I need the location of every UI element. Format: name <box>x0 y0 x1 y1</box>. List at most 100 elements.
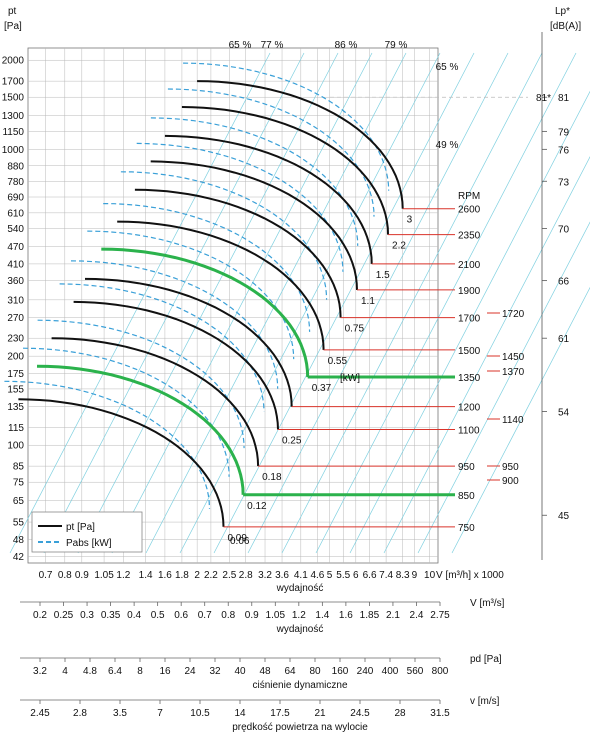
y-tick-label: 85 <box>13 462 25 473</box>
efficiency-label: 65 % <box>229 40 252 51</box>
rpm-label: 1350 <box>458 373 481 384</box>
efficiency-line <box>349 90 590 554</box>
pabs-curve <box>136 142 344 272</box>
pt-curve <box>134 188 342 318</box>
efficiency-line <box>417 221 590 554</box>
secondary-tick-label: 560 <box>407 666 424 677</box>
pabs-curve <box>87 230 295 360</box>
efficiency-line <box>451 286 590 554</box>
y-axis-unit: [Pa] <box>4 21 22 32</box>
secondary-tick-label: 32 <box>209 666 221 677</box>
kw-label: 3 <box>407 215 413 226</box>
y-tick-label: 230 <box>7 334 24 345</box>
secondary-tick-label: 160 <box>332 666 349 677</box>
secondary-tick-label: 1.05 <box>266 610 286 621</box>
rpm-label: 2350 <box>458 231 481 242</box>
kw-label: 1.5 <box>376 270 390 281</box>
x-tick-label: 0.7 <box>39 570 53 581</box>
lp-tick-label: 73 <box>558 177 570 188</box>
x-tick-label: 1.4 <box>139 570 153 581</box>
pabs-curves <box>4 62 390 509</box>
secondary-unit: V [m³/s] <box>470 598 505 609</box>
secondary-tick-label: 2.1 <box>386 610 400 621</box>
secondary-tick-label: 800 <box>432 666 449 677</box>
secondary-tick-label: 10.5 <box>190 708 210 719</box>
secondary-tick-label: 240 <box>357 666 374 677</box>
y-tick-label: 1300 <box>2 111 25 122</box>
x-axis-label: wydajność <box>276 583 324 594</box>
y-tick-label: 75 <box>13 478 25 489</box>
secondary-unit: v [m/s] <box>470 696 500 707</box>
efficiency-line <box>281 52 543 554</box>
efficiency-line <box>9 52 271 554</box>
x-tick-label: 2.8 <box>239 570 253 581</box>
pt-curve <box>197 80 404 209</box>
pt-curve <box>117 220 325 350</box>
efficiency-label: 79 % <box>385 40 408 51</box>
legend-label: Pabs [kW] <box>66 538 112 549</box>
kw-label: 1.1 <box>361 296 375 307</box>
secondary-tick-label: 0.9 <box>245 610 259 621</box>
kw-label: 0.06 <box>230 536 250 547</box>
x-tick-label: 6 <box>353 570 359 581</box>
secondary-tick-label: 6.4 <box>108 666 122 677</box>
lp-tick-label: 45 <box>558 511 570 522</box>
secondary-tick-label: 4.8 <box>83 666 97 677</box>
efficiency-label: 77 % <box>261 40 284 51</box>
lp-tick-label: 79 <box>558 127 570 138</box>
y-tick-label: 360 <box>7 276 24 287</box>
lp-tick-label: 66 <box>558 277 570 288</box>
secondary-tick-label: 16 <box>159 666 171 677</box>
secondary-tick-label: 0.2 <box>33 610 47 621</box>
rpm-label: 1100 <box>458 426 480 437</box>
y-tick-label: 1000 <box>2 145 25 156</box>
y-tick-label: 410 <box>7 259 24 270</box>
secondary-tick-label: 2.4 <box>410 610 424 621</box>
x-tick-label: 1.05 <box>94 570 114 581</box>
lp-tick-label: 61 <box>558 334 570 345</box>
secondary-tick-label: 1.85 <box>360 610 380 621</box>
labels: 65 % 77 % 86 % 79 % 65 % 49 % 2600 3 2350 2.2 2100… <box>31 40 525 553</box>
legend-box <box>31 511 143 553</box>
secondary-tick-label: 8 <box>137 666 143 677</box>
x-axis-unit: V [m³/h] x 1000 <box>436 570 504 581</box>
lp-axis-label: Lp* <box>555 6 570 17</box>
y-tick-label: 1500 <box>2 93 25 104</box>
secondary-tick-label: 2.75 <box>430 610 450 621</box>
x-tick-label: 3.2 <box>258 570 272 581</box>
axes: 4248556575851001151351551752002302703103… <box>2 6 582 733</box>
y-tick-label: 100 <box>7 441 24 452</box>
pt-curves <box>18 80 404 527</box>
secondary-tick-label: 0.5 <box>151 610 165 621</box>
secondary-tick-label: 1.6 <box>339 610 353 621</box>
secondary-tick-label: 0.35 <box>101 610 121 621</box>
y-tick-label: 2000 <box>2 56 25 67</box>
kw-label: 0.25 <box>282 436 302 447</box>
secondary-tick-label: 64 <box>284 666 296 677</box>
x-tick-label: 4.1 <box>294 570 308 581</box>
x-tick-label: 10 <box>424 570 436 581</box>
efficiency-line <box>145 52 407 554</box>
y-tick-label: 65 <box>13 496 25 507</box>
y-tick-label: 880 <box>7 161 24 172</box>
x-tick-label: 4.6 <box>310 570 324 581</box>
kw-label: 0.18 <box>262 472 282 483</box>
secondary-label: wydajność <box>276 624 324 635</box>
x-tick-label: 5 <box>327 570 333 581</box>
rpm-label: 1200 <box>458 403 481 414</box>
y-tick-label: 540 <box>7 224 24 235</box>
lp-tick-label: 70 <box>558 225 570 236</box>
rpm-label: 1700 <box>458 314 481 325</box>
y-tick-label: 310 <box>7 295 24 306</box>
plot-frame <box>27 47 439 564</box>
rpm-label: 950 <box>458 462 475 473</box>
secondary-tick-label: 2.8 <box>73 708 87 719</box>
efficiency-line <box>383 156 590 554</box>
efficiency-line <box>247 52 509 554</box>
secondary-tick-label: 2.45 <box>30 708 50 719</box>
pt-curve <box>164 134 373 264</box>
pabs-curve <box>70 260 279 389</box>
y-tick-label: 200 <box>7 352 24 363</box>
lp-axis-unit: [dB(A)] <box>550 21 581 32</box>
pabs-curve <box>22 347 230 477</box>
